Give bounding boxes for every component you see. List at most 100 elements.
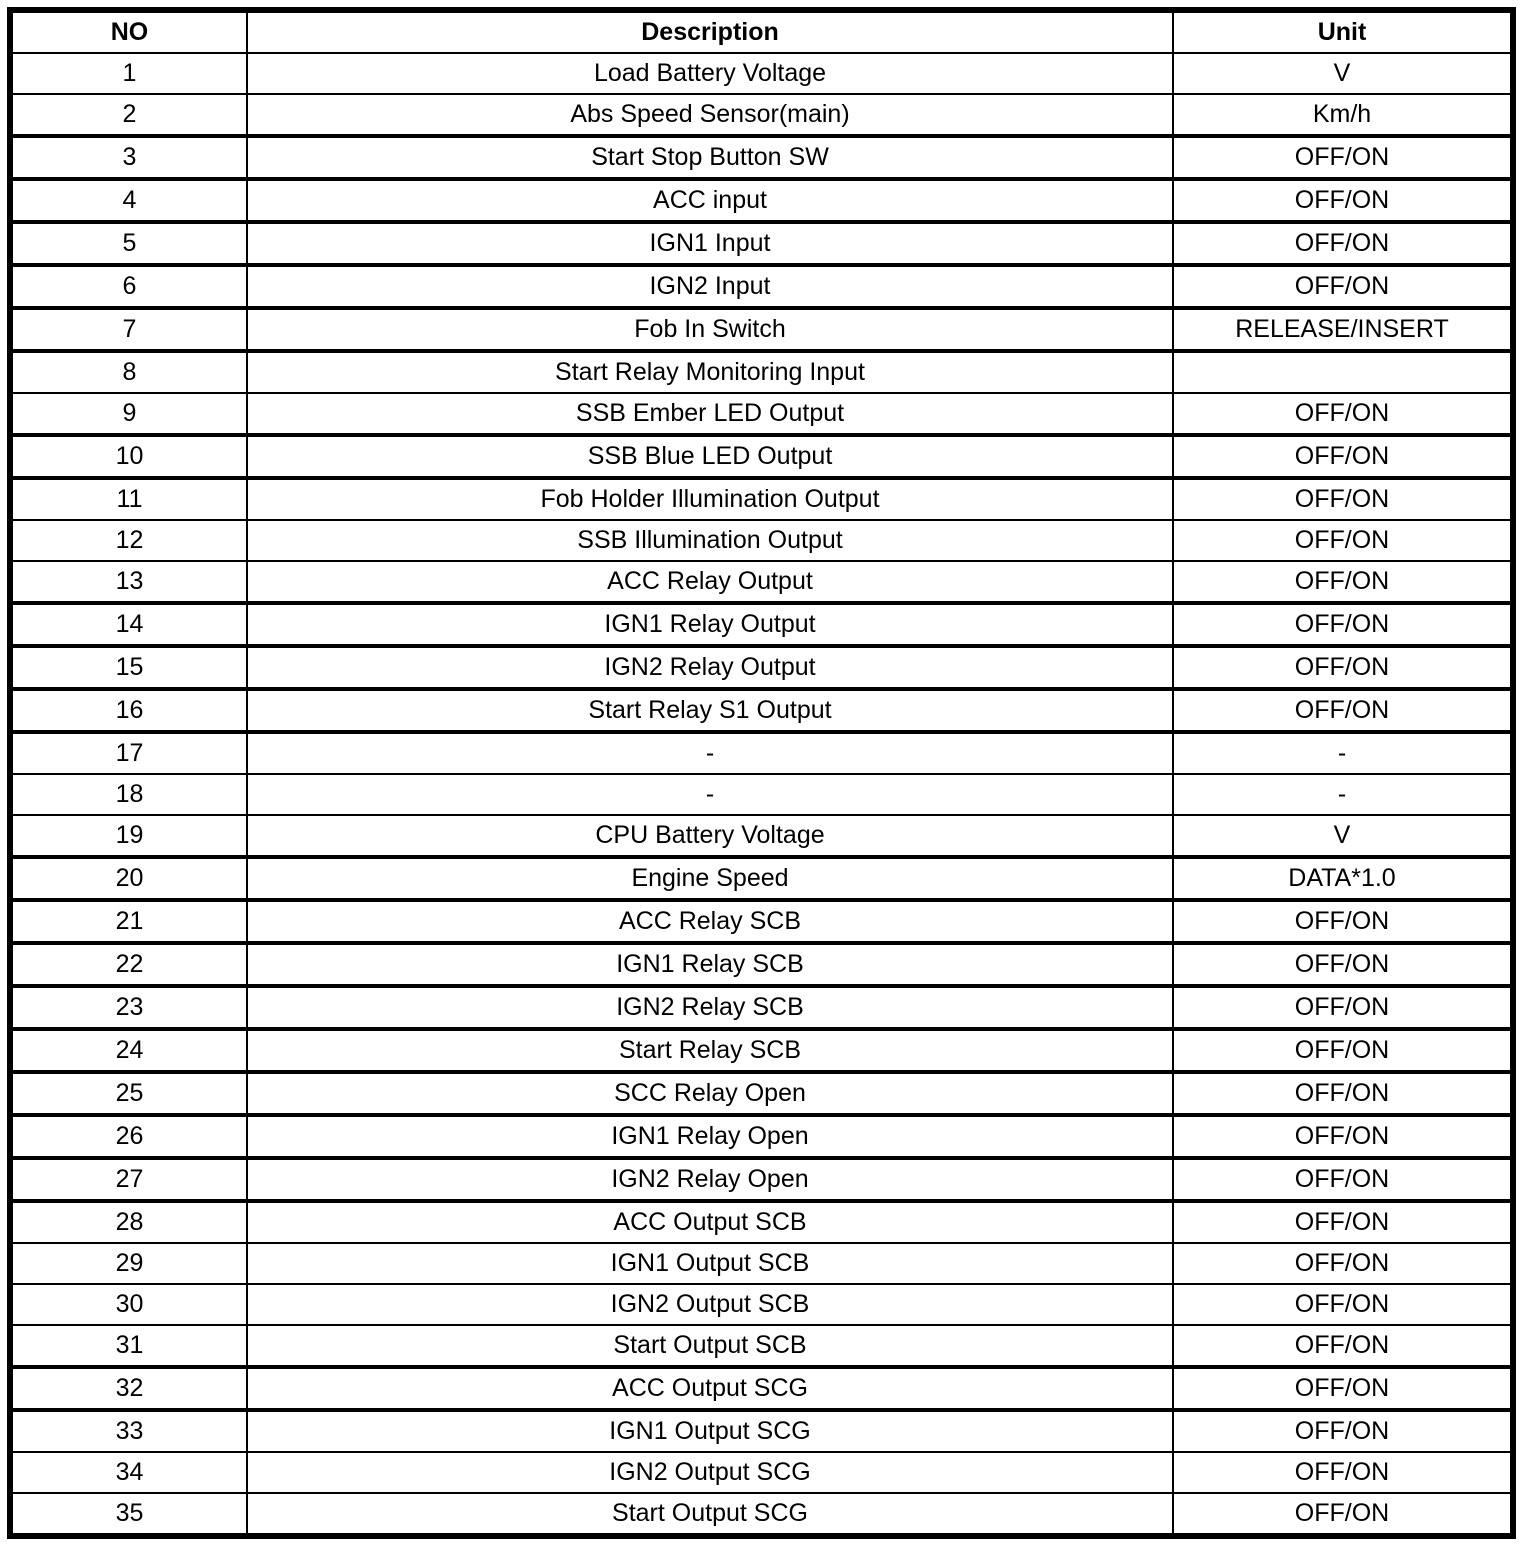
row-number-cell: 32 <box>9 1366 248 1412</box>
header-row: NO Description Unit <box>9 9 1514 54</box>
description-cell: SSB Illumination Output <box>246 519 1174 562</box>
table-row: 19 CPU Battery Voltage V <box>9 814 1514 859</box>
row-number-cell: 35 <box>9 1492 248 1537</box>
description-cell: SCC Relay Open <box>246 1071 1174 1117</box>
column-header-no: NO <box>9 9 248 54</box>
table-row: 32 ACC Output SCG OFF/ON <box>9 1366 1514 1412</box>
table-row: 31 Start Output SCB OFF/ON <box>9 1324 1514 1369</box>
row-number-cell: 20 <box>9 856 248 902</box>
row-number-cell: 6 <box>9 264 248 310</box>
table-row: 12 SSB Illumination Output OFF/ON <box>9 519 1514 562</box>
row-number-cell: 19 <box>9 814 248 859</box>
table-row: 7 Fob In Switch RELEASE/INSERT <box>9 307 1514 353</box>
row-number-cell: 12 <box>9 519 248 562</box>
unit-cell: OFF/ON <box>1172 1366 1514 1412</box>
unit-cell: OFF/ON <box>1172 477 1514 521</box>
unit-cell: Km/h <box>1172 93 1514 138</box>
table-row: 2 Abs Speed Sensor(main) Km/h <box>9 93 1514 138</box>
description-cell: ACC Output SCB <box>246 1200 1174 1244</box>
description-cell: Start Relay SCB <box>246 1028 1174 1074</box>
description-cell: CPU Battery Voltage <box>246 814 1174 859</box>
row-number-cell: 16 <box>9 688 248 734</box>
description-cell: IGN1 Output SCG <box>246 1409 1174 1453</box>
unit-cell: OFF/ON <box>1172 1283 1514 1326</box>
description-cell: ACC Output SCG <box>246 1366 1174 1412</box>
row-number-cell: 5 <box>9 221 248 267</box>
table-row: 11 Fob Holder Illumination Output OFF/ON <box>9 477 1514 521</box>
description-cell: IGN2 Relay SCB <box>246 985 1174 1031</box>
unit-cell: OFF/ON <box>1172 985 1514 1031</box>
description-cell: IGN1 Input <box>246 221 1174 267</box>
unit-cell: V <box>1172 814 1514 859</box>
row-number-cell: 17 <box>9 731 248 775</box>
unit-cell: OFF/ON <box>1172 519 1514 562</box>
description-cell: Load Battery Voltage <box>246 52 1174 95</box>
description-cell: IGN1 Relay Output <box>246 602 1174 648</box>
table-row: 20 Engine Speed DATA*1.0 <box>9 856 1514 902</box>
table-header: NO Description Unit <box>9 9 1514 54</box>
row-number-cell: 9 <box>9 392 248 437</box>
table-row: 17 - - <box>9 731 1514 775</box>
unit-cell: OFF/ON <box>1172 264 1514 310</box>
unit-cell: RELEASE/INSERT <box>1172 307 1514 353</box>
row-number-cell: 18 <box>9 773 248 816</box>
table-row: 34 IGN2 Output SCG OFF/ON <box>9 1451 1514 1494</box>
description-cell: SSB Ember LED Output <box>246 392 1174 437</box>
unit-cell: OFF/ON <box>1172 1409 1514 1453</box>
unit-cell: OFF/ON <box>1172 434 1514 480</box>
description-cell: Fob Holder Illumination Output <box>246 477 1174 521</box>
row-number-cell: 14 <box>9 602 248 648</box>
unit-cell: OFF/ON <box>1172 942 1514 988</box>
unit-cell: OFF/ON <box>1172 688 1514 734</box>
description-cell: Engine Speed <box>246 856 1174 902</box>
description-cell: SSB Blue LED Output <box>246 434 1174 480</box>
row-number-cell: 8 <box>9 350 248 394</box>
unit-cell: OFF/ON <box>1172 1028 1514 1074</box>
row-number-cell: 24 <box>9 1028 248 1074</box>
table-row: 33 IGN1 Output SCG OFF/ON <box>9 1409 1514 1453</box>
table-row: 26 IGN1 Relay Open OFF/ON <box>9 1114 1514 1160</box>
row-number-cell: 23 <box>9 985 248 1031</box>
description-cell: ACC Relay Output <box>246 560 1174 605</box>
table-row: 8 Start Relay Monitoring Input <box>9 350 1514 394</box>
description-cell: IGN1 Output SCB <box>246 1242 1174 1285</box>
unit-cell <box>1172 350 1514 394</box>
table-row: 14 IGN1 Relay Output OFF/ON <box>9 602 1514 648</box>
description-cell: - <box>246 731 1174 775</box>
unit-cell: OFF/ON <box>1172 1324 1514 1369</box>
unit-cell: OFF/ON <box>1172 899 1514 945</box>
row-number-cell: 22 <box>9 942 248 988</box>
table-row: 4 ACC input OFF/ON <box>9 178 1514 224</box>
row-number-cell: 4 <box>9 178 248 224</box>
table-row: 10 SSB Blue LED Output OFF/ON <box>9 434 1514 480</box>
unit-cell: OFF/ON <box>1172 602 1514 648</box>
description-cell: IGN2 Input <box>246 264 1174 310</box>
description-cell: - <box>246 773 1174 816</box>
table-row: 28 ACC Output SCB OFF/ON <box>9 1200 1514 1244</box>
column-header-unit: Unit <box>1172 9 1514 54</box>
row-number-cell: 27 <box>9 1157 248 1203</box>
row-number-cell: 13 <box>9 560 248 605</box>
unit-cell: OFF/ON <box>1172 135 1514 181</box>
row-number-cell: 3 <box>9 135 248 181</box>
table-row: 9 SSB Ember LED Output OFF/ON <box>9 392 1514 437</box>
row-number-cell: 26 <box>9 1114 248 1160</box>
row-number-cell: 10 <box>9 434 248 480</box>
description-cell: Start Relay S1 Output <box>246 688 1174 734</box>
table-row: 15 IGN2 Relay Output OFF/ON <box>9 645 1514 691</box>
description-cell: IGN2 Output SCG <box>246 1451 1174 1494</box>
description-cell: Start Stop Button SW <box>246 135 1174 181</box>
unit-cell: OFF/ON <box>1172 1157 1514 1203</box>
table-body: 1 Load Battery Voltage V 2 Abs Speed Sen… <box>9 52 1514 1537</box>
table-row: 1 Load Battery Voltage V <box>9 52 1514 95</box>
unit-cell: OFF/ON <box>1172 1071 1514 1117</box>
unit-cell: DATA*1.0 <box>1172 856 1514 902</box>
row-number-cell: 21 <box>9 899 248 945</box>
description-cell: Start Output SCG <box>246 1492 1174 1537</box>
table-row: 13 ACC Relay Output OFF/ON <box>9 560 1514 605</box>
row-number-cell: 31 <box>9 1324 248 1369</box>
unit-cell: OFF/ON <box>1172 1200 1514 1244</box>
table-row: 35 Start Output SCG OFF/ON <box>9 1492 1514 1537</box>
table-row: 3 Start Stop Button SW OFF/ON <box>9 135 1514 181</box>
table-row: 16 Start Relay S1 Output OFF/ON <box>9 688 1514 734</box>
